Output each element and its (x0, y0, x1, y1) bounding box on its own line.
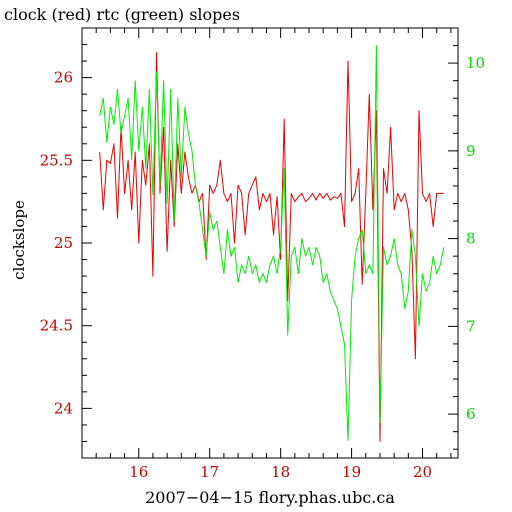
y-right-tick-label: 9 (466, 142, 476, 160)
y-left-tick-label: 25.5 (40, 151, 73, 169)
x-tick-label: 16 (129, 463, 148, 481)
y-left-tick-label: 24 (54, 399, 73, 417)
x-tick-label: 17 (200, 463, 219, 481)
x-axis-label: 2007−04−15 flory.phas.ubc.ca (145, 488, 395, 507)
y-left-tick-label: 25 (54, 234, 73, 252)
x-tick-label: 19 (342, 463, 361, 481)
x-tick-label: 20 (413, 463, 432, 481)
y-right-tick-label: 7 (466, 317, 476, 335)
y-right-tick-label: 10 (466, 54, 485, 72)
plot-area (99, 45, 445, 442)
rtc-series-line (99, 45, 445, 441)
x-tick-label: 18 (271, 463, 290, 481)
y-right-tick-label: 6 (466, 405, 476, 423)
y-axis-label: clockslope (10, 200, 28, 280)
y-right-tick-label: 8 (466, 230, 476, 248)
chart-title: clock (red) rtc (green) slopes (4, 5, 240, 24)
y-left-tick-label: 24.5 (40, 317, 73, 335)
y-left-tick-label: 26 (54, 69, 73, 87)
